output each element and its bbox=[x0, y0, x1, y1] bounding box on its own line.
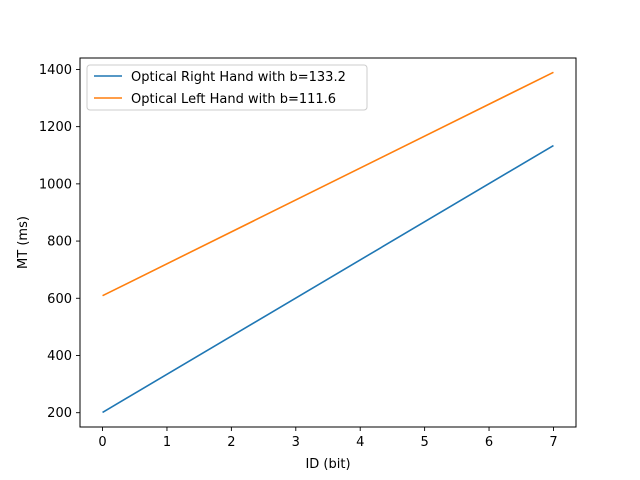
axes-frame bbox=[79, 57, 577, 428]
x-axis-ticks: 0 1 2 3 4 5 6 7 bbox=[98, 427, 558, 450]
x-tick-label: 6 bbox=[485, 435, 493, 450]
x-tick-label: 0 bbox=[98, 435, 106, 450]
x-tick-label: 1 bbox=[163, 435, 171, 450]
x-tick-label: 2 bbox=[227, 435, 235, 450]
y-axis-ticks: 200 400 600 800 1000 1200 1400 bbox=[39, 63, 80, 421]
y-tick-label: 800 bbox=[47, 235, 72, 250]
plot-area bbox=[102, 71, 554, 414]
legend-box bbox=[86, 64, 368, 111]
y-axis-label: MT (ms) bbox=[16, 216, 31, 269]
y-tick-label: 1200 bbox=[39, 120, 72, 135]
series-line-1 bbox=[102, 144, 554, 414]
legend-label-2: Optical Left Hand with b=111.6 bbox=[131, 92, 336, 107]
y-tick-label: 1400 bbox=[39, 63, 72, 78]
x-tick-label: 3 bbox=[292, 435, 300, 450]
x-tick-label: 5 bbox=[420, 435, 428, 450]
y-tick-label: 400 bbox=[47, 349, 72, 364]
legend: Optical Right Hand with b=133.2 Optical L… bbox=[86, 64, 368, 111]
legend-label-1: Optical Right Hand with b=133.2 bbox=[131, 70, 346, 85]
y-tick-label: 200 bbox=[47, 406, 72, 421]
x-tick-label: 4 bbox=[356, 435, 364, 450]
x-axis-label: ID (bit) bbox=[305, 457, 350, 472]
x-tick-label: 7 bbox=[549, 435, 557, 450]
y-tick-label: 1000 bbox=[39, 177, 72, 192]
series-line-2 bbox=[102, 71, 554, 297]
y-tick-label: 600 bbox=[47, 292, 72, 307]
